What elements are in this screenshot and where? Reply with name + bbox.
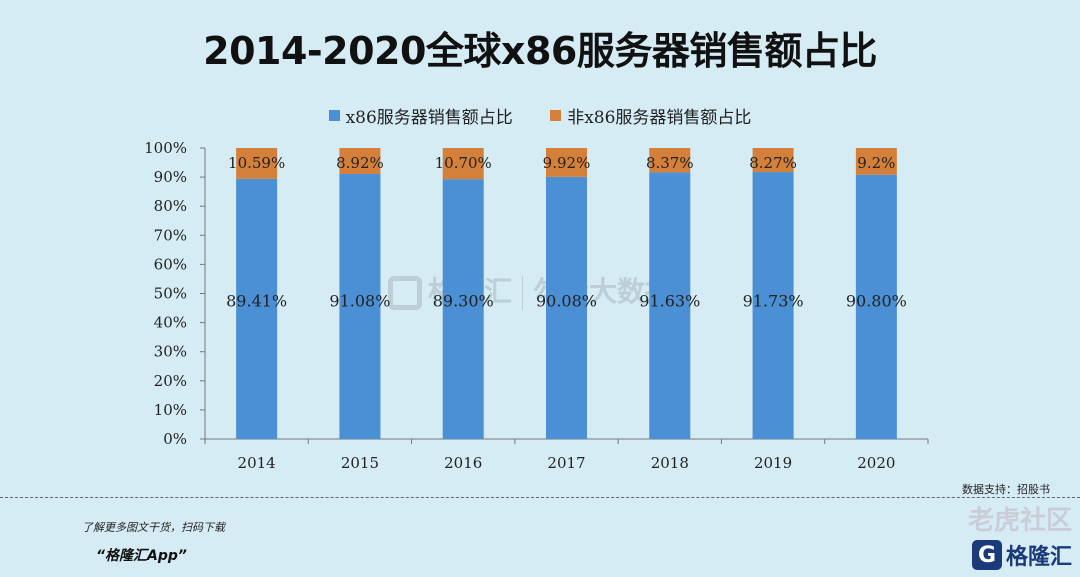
data-label-x86: 89.41%: [226, 292, 287, 311]
x-tick-label: 2019: [754, 454, 792, 472]
legend-swatch-non-x86: [550, 110, 562, 121]
chart-title: 2014-2020全球x86服务器销售额占比: [203, 29, 877, 73]
x-tick-label: 2020: [857, 454, 895, 472]
y-tick-label: 60%: [154, 255, 187, 273]
x-tick-label: 2018: [651, 454, 689, 472]
data-label-non-x86: 10.70%: [435, 154, 492, 172]
footer-divider: [0, 497, 1080, 498]
corner-branding: 老虎社区 G 格隆汇: [968, 500, 1072, 571]
data-label-x86: 90.08%: [536, 292, 597, 311]
y-tick-label: 10%: [154, 401, 187, 419]
legend-label-non-x86: 非x86服务器销售额占比: [567, 108, 752, 128]
bar-non-x86: [752, 148, 794, 173]
legend-item-x86: x86服务器销售额占比: [328, 103, 513, 128]
y-tick-label: 0%: [163, 430, 187, 448]
chart-labels: 89.41% 10.59% 91.08% 8.92% 89.30% 10.70% 90.08…: [226, 154, 907, 311]
weibo-watermark: 老虎社区: [967, 506, 1072, 536]
data-label-non-x86: 10.59%: [228, 154, 285, 172]
x-tick-label: 2014: [238, 454, 276, 472]
data-label-x86: 89.30%: [433, 292, 494, 311]
bar-non-x86: [546, 148, 587, 177]
gelonghui-logo-icon: G: [971, 540, 1002, 570]
y-tick-label: 20%: [154, 372, 187, 390]
bar-x86: [752, 172, 794, 439]
y-tick-label: 40%: [154, 314, 187, 332]
data-label-x86: 91.63%: [639, 292, 700, 311]
y-tick-label: 80%: [154, 197, 187, 215]
data-label-non-x86: 8.37%: [646, 154, 694, 172]
chart-legend: x86服务器销售额占比 非x86服务器销售额占比: [0, 103, 1080, 128]
corner-brand-name: 格隆汇: [1005, 545, 1072, 570]
data-label-x86: 91.73%: [743, 292, 804, 311]
y-tick-label: 100%: [144, 139, 187, 157]
x-tick-label: 2016: [444, 454, 482, 472]
data-label-non-x86: 8.92%: [336, 154, 384, 172]
chart-axes: 0% 10% 20% 30% 40% 50% 60% 70% 80% 90% 100% 2014 201…: [144, 139, 929, 472]
corner-logo: G 格隆汇: [968, 539, 1072, 571]
legend-item-non-x86: 非x86服务器销售额占比: [550, 103, 751, 128]
chart-bars: [236, 148, 897, 440]
data-label-x86: 90.80%: [846, 292, 907, 311]
bar-x86: [546, 176, 587, 440]
bar-non-x86: [236, 148, 278, 179]
y-tick-label: 50%: [154, 285, 187, 303]
promo-text: 了解更多图文干货，扫码下载: [82, 521, 225, 534]
y-tick-label: 70%: [154, 226, 187, 244]
legend-label-x86: x86服务器销售额占比: [345, 108, 513, 128]
bar-x86: [339, 173, 381, 439]
bar-x86: [442, 179, 484, 439]
watermark-divider: [522, 276, 524, 310]
watermark-logo-icon: [388, 276, 422, 310]
bar-non-x86: [649, 148, 691, 173]
y-tick-label: 90%: [154, 168, 187, 186]
x-tick-label: 2015: [341, 454, 379, 472]
bar-x86: [649, 172, 691, 440]
stacked-bar-chart: 0% 10% 20% 30% 40% 50% 60% 70% 80% 90% 100% 2014 201…: [144, 139, 929, 472]
bar-x86: [855, 174, 897, 439]
data-label-non-x86: 9.92%: [543, 154, 591, 172]
data-source: 数据支持：招股书: [962, 483, 1050, 496]
bar-non-x86: [339, 148, 381, 174]
app-name: “格隆汇App”: [96, 548, 187, 564]
data-label-x86: 91.08%: [329, 292, 390, 311]
y-tick-label: 30%: [154, 343, 187, 361]
bar-x86: [236, 178, 278, 439]
legend-swatch-x86: [328, 110, 340, 121]
x-tick-label: 2017: [547, 454, 585, 472]
data-label-non-x86: 8.27%: [749, 154, 797, 172]
data-label-non-x86: 9.2%: [857, 154, 895, 172]
bar-non-x86: [442, 148, 484, 180]
bar-non-x86: [855, 148, 897, 175]
